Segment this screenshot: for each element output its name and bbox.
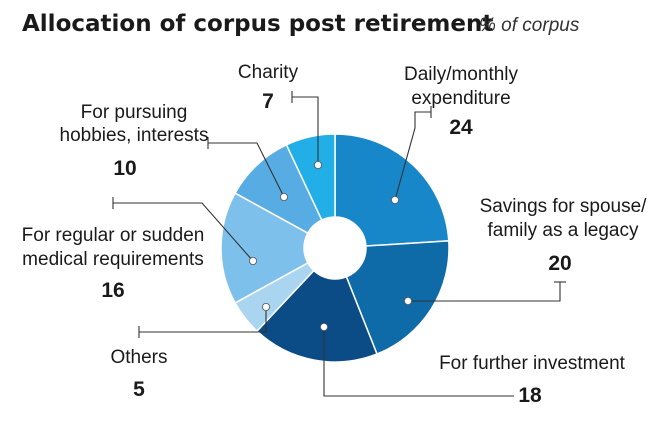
slice-value-3: 5 [133, 378, 145, 401]
slice-0 [334, 133, 450, 247]
slice-label-1-line-1: family as a legacy [487, 220, 639, 241]
leader-line-4 [113, 202, 254, 262]
slice-label-4-line-1: medical requirements [22, 249, 204, 270]
slice-dot-5 [279, 192, 288, 201]
slice-1 [345, 240, 450, 355]
leader-line-6 [292, 96, 319, 165]
slice-label-4-line-0: For regular or sudden [22, 225, 205, 246]
slice-dot-6 [313, 160, 322, 169]
leader-lines [112, 91, 566, 397]
slice-dot-4 [248, 256, 257, 265]
slice-6 [285, 133, 336, 221]
leader-line-2 [323, 327, 514, 397]
slice-2 [255, 269, 378, 363]
slice-labels: Daily/monthly expenditure 24 Savings for sp… [22, 62, 648, 407]
slice-label-5-line-0: For pursuing [81, 102, 188, 123]
slice-value-5: 10 [113, 157, 136, 180]
slice-dot-0 [390, 195, 399, 204]
slice-label-2-line-0: For further investment [439, 353, 626, 374]
slice-value-4: 16 [101, 279, 124, 302]
slice-value-1: 20 [548, 252, 571, 275]
slice-4 [220, 192, 309, 304]
slice-dot-3 [261, 302, 270, 311]
leader-line-1 [408, 282, 561, 302]
slice-dot-2 [319, 322, 328, 331]
chart-title: Allocation of corpus post retirement [22, 11, 493, 37]
leader-line-3 [139, 307, 267, 333]
slice-label-6-line-0: Charity [238, 62, 299, 83]
slice-label-5-line-1: hobbies, interests [60, 125, 209, 146]
leader-line-5 [208, 142, 285, 198]
slice-value-2: 18 [518, 384, 542, 407]
slice-dot-1 [403, 296, 412, 305]
slice-label-3-line-0: Others [110, 347, 167, 368]
slice-label-1-line-0: Savings for spouse/ [480, 196, 648, 217]
leader-line-0 [394, 111, 431, 201]
slice-value-6: 7 [262, 90, 274, 113]
slice-label-0-line-1: expenditure [411, 88, 510, 109]
slice-label-0-line-0: Daily/monthly [404, 64, 519, 85]
slice-value-0: 24 [449, 116, 473, 139]
chart-subtitle: % of corpus [479, 15, 580, 36]
donut-slices [220, 133, 450, 363]
